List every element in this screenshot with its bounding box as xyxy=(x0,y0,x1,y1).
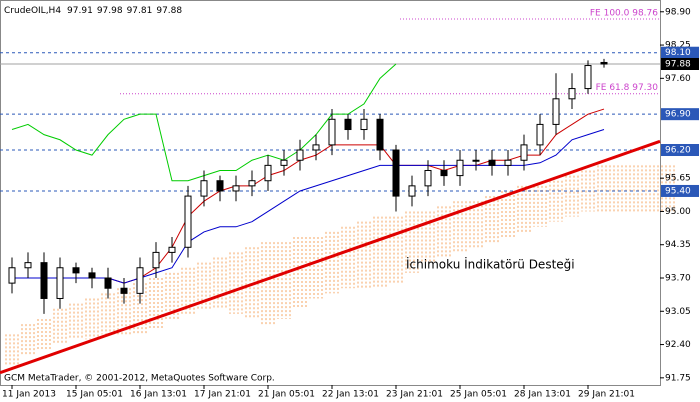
footer: GCM MetaTrader, © 2001-2012, MetaQuotes … xyxy=(4,374,275,384)
candle-body xyxy=(72,267,80,274)
level-label: 96.90 xyxy=(665,110,691,120)
candle-body xyxy=(328,118,336,146)
candle-body xyxy=(56,267,64,299)
level-label-box xyxy=(661,46,699,59)
x-tick-label: 17 Jan 21:01 xyxy=(194,390,251,400)
candle-body xyxy=(504,159,512,166)
candle-body xyxy=(248,180,256,187)
candle-body xyxy=(376,118,384,151)
candle-body xyxy=(120,287,128,294)
y-tick-label: 98.90 xyxy=(665,7,691,17)
candle-body xyxy=(360,118,368,131)
trendline xyxy=(0,139,661,375)
candle-body xyxy=(280,159,288,166)
candle-body xyxy=(264,164,272,182)
header-high: 97.98 xyxy=(97,6,123,16)
level-label-box xyxy=(661,184,699,197)
candle-body xyxy=(584,65,592,90)
candle-body xyxy=(152,251,160,269)
y-tick-label: 93.05 xyxy=(665,307,691,317)
y-tick-label: 92.40 xyxy=(665,340,691,350)
candle-body xyxy=(536,123,544,146)
candle-body xyxy=(184,195,192,248)
candle-body xyxy=(408,185,416,197)
y-tick-label: 93.70 xyxy=(665,273,691,283)
candle-body xyxy=(232,185,240,192)
candle-body xyxy=(568,88,576,100)
header: CrudeOIL,H4 97.91 97.98 97.81 97.88 xyxy=(4,6,182,16)
x-tick-label: 15 Jan 05:01 xyxy=(66,390,123,400)
price-label-box xyxy=(661,57,699,70)
candle-body xyxy=(136,267,144,294)
candle-body xyxy=(216,180,224,192)
level-label-box xyxy=(661,144,699,157)
y-tick-label: 91.75 xyxy=(665,373,691,383)
candle-body xyxy=(8,267,16,284)
x-tick-label: 11 Jan 2013 xyxy=(2,390,56,400)
y-tick-label: 94.35 xyxy=(665,240,691,250)
candle-body xyxy=(200,180,208,197)
candle-body xyxy=(552,98,560,125)
candle-body xyxy=(312,144,320,151)
y-tick-label: 95.00 xyxy=(665,207,691,217)
level-label-box xyxy=(661,108,699,121)
level-label: 96.20 xyxy=(665,146,691,156)
level-label: 95.40 xyxy=(665,186,691,196)
annotation: İchimoku İndikatörü Desteği xyxy=(406,257,575,272)
x-tick-label: 16 Jan 13:01 xyxy=(130,390,187,400)
plot: FE 100.0 98.76 FE 61.8 97.30 xyxy=(0,8,675,375)
y-tick-label: 98.25 xyxy=(665,41,691,51)
candle-body xyxy=(24,262,32,269)
candle-body xyxy=(440,169,448,177)
candle-body xyxy=(488,159,496,166)
x-tick-label: 28 Jan 13:01 xyxy=(514,390,571,400)
candle-body xyxy=(472,159,480,162)
x-tick-label: 21 Jan 05:01 xyxy=(258,390,315,400)
plot-frame xyxy=(0,0,661,386)
candle-body xyxy=(88,272,96,279)
candle-body xyxy=(424,169,432,187)
y-tick-label: 95.65 xyxy=(665,174,691,184)
candle-body xyxy=(456,159,464,177)
header-open: 97.91 xyxy=(67,6,93,16)
header-low: 97.81 xyxy=(127,6,153,16)
x-tick-label: 25 Jan 05:01 xyxy=(450,390,507,400)
x-tick-label: 29 Jan 21:01 xyxy=(578,390,635,400)
candle-body xyxy=(520,144,528,161)
x-tick-label: 22 Jan 13:01 xyxy=(322,390,379,400)
price-label: 97.88 xyxy=(665,59,691,69)
candle-body xyxy=(392,149,400,197)
fibo-label: FE 100.0 98.76 xyxy=(590,8,658,18)
candle-body xyxy=(40,262,48,299)
symbol: CrudeOIL,H4 xyxy=(4,6,61,16)
fibo-label: FE 61.8 97.30 xyxy=(596,83,659,93)
y-tick-label: 97.60 xyxy=(665,74,691,84)
x-tick-label: 23 Jan 21:01 xyxy=(386,390,443,400)
candle-body xyxy=(344,118,352,131)
level-label: 98.10 xyxy=(665,48,691,58)
candle-body xyxy=(104,277,112,289)
candle-body xyxy=(296,149,304,161)
header-close: 97.88 xyxy=(156,6,182,16)
candle-body xyxy=(600,61,608,65)
candle-body xyxy=(168,246,176,253)
